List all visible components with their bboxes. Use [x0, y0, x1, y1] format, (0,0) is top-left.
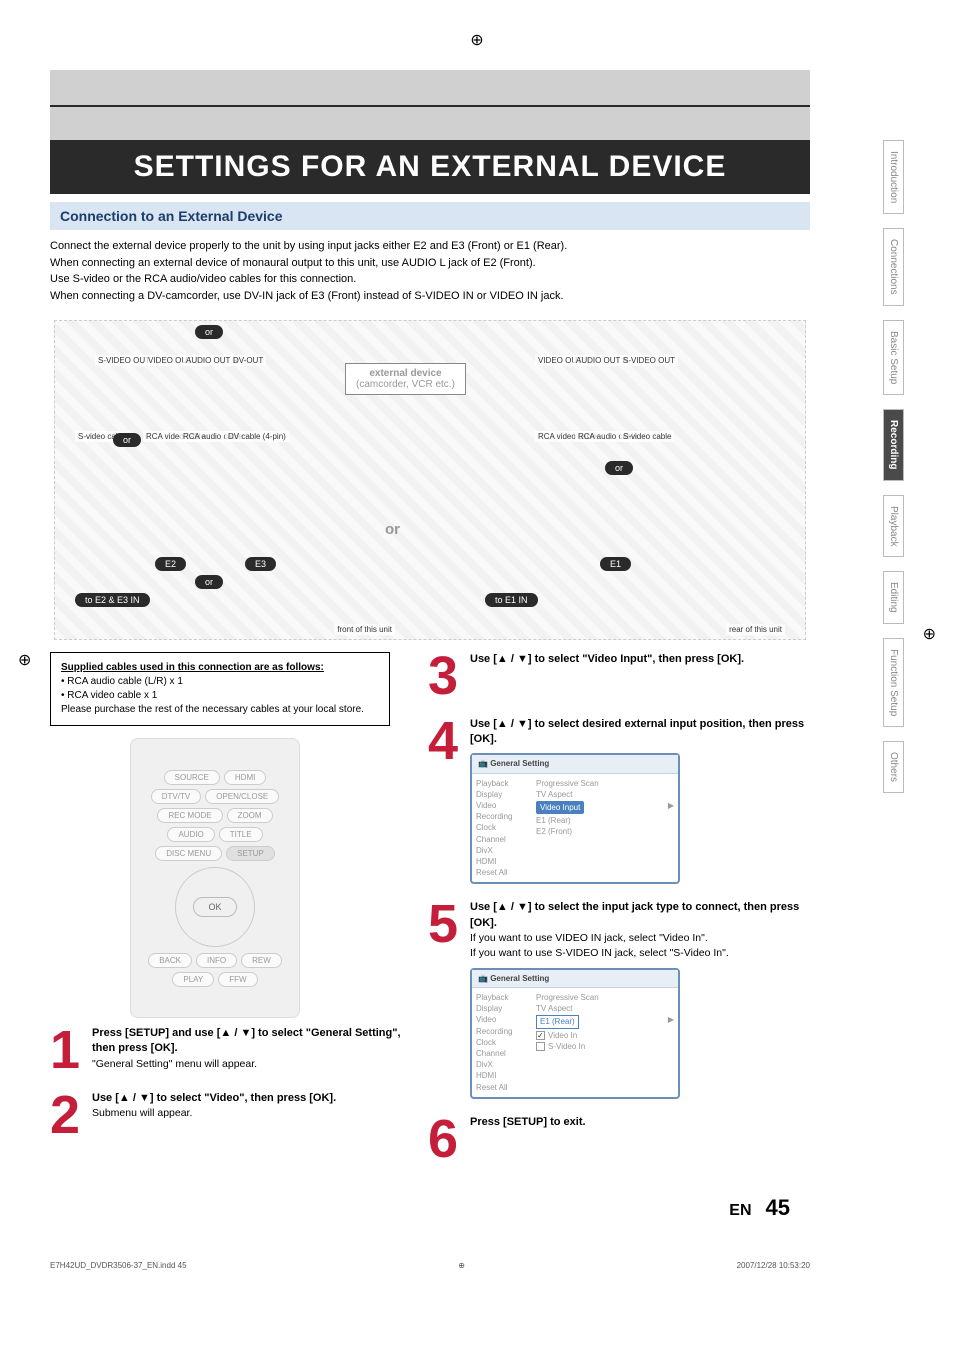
section-header: Connection to an External Device [50, 202, 810, 230]
intro-line: Connect the external device properly to … [50, 238, 810, 255]
tab-function-setup[interactable]: Function Setup [883, 638, 904, 727]
crop-mark-top: ⊕ [50, 30, 904, 50]
supplied-line: • RCA video cable x 1 [61, 689, 379, 703]
supplied-note: Please purchase the rest of the necessar… [61, 703, 379, 717]
step-5: 5 Use [▲ / ▼] to select the input jack t… [428, 900, 810, 1098]
intro-text: Connect the external device properly to … [50, 238, 810, 304]
step-1: 1 Press [SETUP] and use [▲ / ▼] to selec… [50, 1026, 420, 1075]
step-number: 3 [428, 652, 462, 701]
page-banner: SETTINGS FOR AN EXTERNAL DEVICE [50, 70, 810, 194]
step-6: 6 Press [SETUP] to exit. [428, 1115, 810, 1164]
external-device-label: external device (camcorder, VCR etc.) [345, 363, 466, 395]
step-number: 6 [428, 1115, 462, 1164]
connection-diagram: or S-VIDEO OUT VIDEO OUT AUDIO OUT R DV-… [50, 316, 810, 644]
menu-step5: 📺 General Setting Playback Display Video… [470, 968, 680, 1099]
step-3: 3 Use [▲ / ▼] to select "Video Input", t… [428, 652, 810, 701]
print-metadata: E7H42UD_DVDR3506-37_EN.indd 45 ⊕ 2007/12… [50, 1261, 810, 1270]
step-number: 4 [428, 717, 462, 885]
step-2: 2 Use [▲ / ▼] to select "Video", then pr… [50, 1091, 420, 1140]
lang-code: EN [729, 1202, 751, 1220]
or-large: or [385, 521, 400, 538]
menu-step4: 📺 General Setting Playback Display Video… [470, 753, 680, 884]
intro-line: When connecting a DV-camcorder, use DV-I… [50, 288, 810, 305]
side-nav-tabs: Introduction Connections Basic Setup Rec… [883, 140, 904, 793]
supplied-cables-box: Supplied cables used in this connection … [50, 652, 390, 726]
crop-mark-right: ⊕ [923, 624, 936, 644]
or-pill: or [195, 325, 223, 339]
step-number: 1 [50, 1026, 84, 1075]
crop-mark-left: ⊕ [18, 650, 31, 670]
step-number: 5 [428, 900, 462, 1098]
tab-introduction[interactable]: Introduction [883, 140, 904, 214]
tab-editing[interactable]: Editing [883, 571, 904, 624]
print-file: E7H42UD_DVDR3506-37_EN.indd 45 [50, 1261, 187, 1270]
step-number: 2 [50, 1091, 84, 1140]
tab-playback[interactable]: Playback [883, 495, 904, 558]
tab-connections[interactable]: Connections [883, 228, 904, 306]
tab-recording[interactable]: Recording [883, 409, 904, 480]
page-title: SETTINGS FOR AN EXTERNAL DEVICE [50, 140, 810, 194]
print-timestamp: 2007/12/28 10:53:20 [737, 1261, 810, 1270]
page-footer: EN 45 [50, 1195, 810, 1221]
supplied-title: Supplied cables used in this connection … [61, 661, 379, 675]
step-4: 4 Use [▲ / ▼] to select desired external… [428, 717, 810, 885]
page-number: 45 [766, 1195, 790, 1221]
intro-line: Use S-video or the RCA audio/video cable… [50, 271, 810, 288]
intro-line: When connecting an external device of mo… [50, 255, 810, 272]
tab-others[interactable]: Others [883, 741, 904, 793]
tab-basic-setup[interactable]: Basic Setup [883, 320, 904, 395]
supplied-line: • RCA audio cable (L/R) x 1 [61, 675, 379, 689]
remote-diagram: SOURCE HDMI DTV/TV OPEN/CLOSE REC MODE Z… [130, 738, 300, 1018]
